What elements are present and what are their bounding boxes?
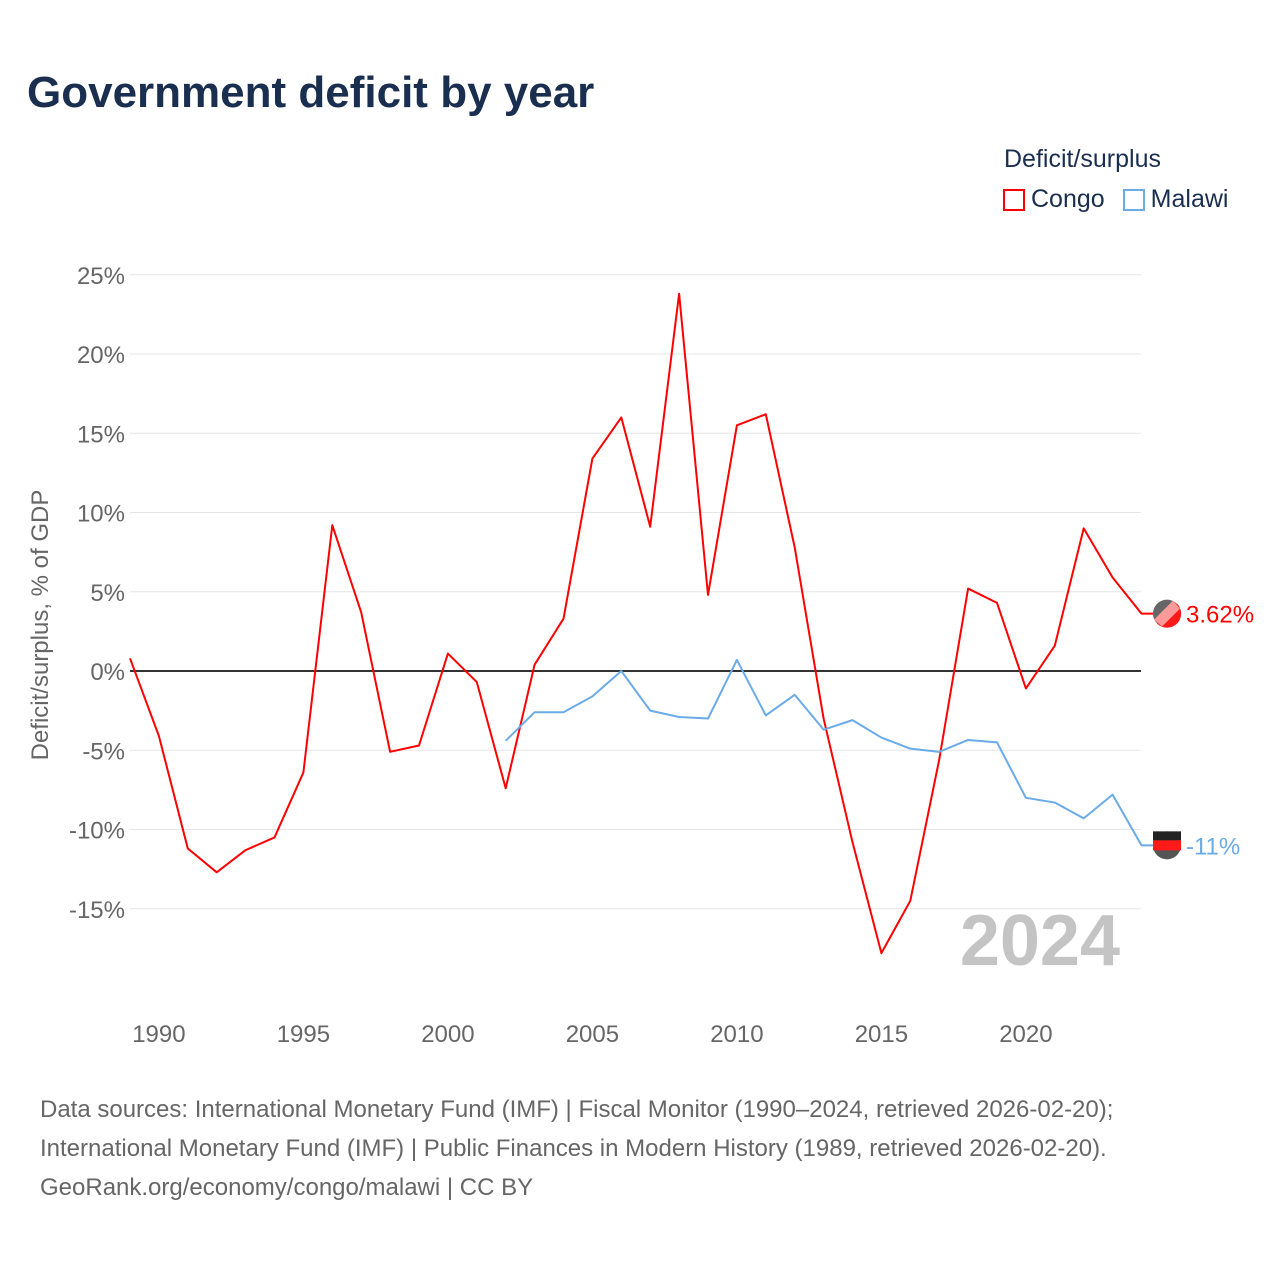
y-tick-label: 0% bbox=[90, 659, 125, 686]
y-tick-label: 15% bbox=[77, 421, 125, 448]
x-tick-label: 2015 bbox=[855, 1021, 908, 1048]
source-line-1: Data sources: International Monetary Fun… bbox=[40, 1096, 1114, 1123]
legend-title: Deficit/surplus bbox=[1004, 145, 1161, 173]
legend-item-malawi[interactable]: Malawi bbox=[1122, 185, 1229, 214]
source-line-3[interactable]: GeoRank.org/economy/congo/malawi | CC BY bbox=[40, 1174, 534, 1201]
series-line-congo bbox=[129, 292, 1153, 955]
chart-title: Government deficit by year bbox=[27, 68, 595, 117]
x-tick-label: 1990 bbox=[132, 1021, 185, 1048]
malawi-flag-black bbox=[1153, 831, 1181, 841]
y-tick-label: -5% bbox=[82, 738, 125, 765]
end-label-congo: 3.62% bbox=[1186, 602, 1254, 629]
x-tick-label: 2000 bbox=[421, 1021, 474, 1048]
y-tick-label: -10% bbox=[69, 818, 125, 845]
x-tick-label: 2005 bbox=[566, 1021, 619, 1048]
legend-item-congo[interactable]: Congo bbox=[1003, 185, 1105, 214]
y-tick-label: -15% bbox=[69, 897, 125, 924]
y-tick-label: 5% bbox=[90, 580, 125, 607]
y-tick-label: 20% bbox=[77, 342, 125, 369]
series-line-malawi bbox=[504, 658, 1153, 847]
legend-label-congo: Congo bbox=[1031, 185, 1105, 213]
y-tick-label: 10% bbox=[77, 501, 125, 528]
legend-swatch-congo bbox=[1003, 188, 1025, 211]
y-tick-label: 25% bbox=[77, 263, 125, 290]
y-axis-label: Deficit/surplus, % of GDP bbox=[27, 490, 54, 761]
malawi-flag-red bbox=[1153, 840, 1181, 851]
year-label: 2024 bbox=[960, 901, 1120, 981]
x-tick-label: 2020 bbox=[999, 1021, 1052, 1048]
x-tick-label: 2010 bbox=[710, 1021, 763, 1048]
legend-swatch-malawi bbox=[1122, 188, 1145, 211]
end-label-malawi: -11% bbox=[1186, 833, 1240, 860]
source-line-2: International Monetary Fund (IMF) | Publ… bbox=[40, 1135, 1107, 1162]
congo-flag-stripe bbox=[1154, 600, 1180, 627]
legend: Congo Malawi bbox=[1003, 185, 1228, 214]
x-tick-label: 1995 bbox=[277, 1021, 330, 1048]
legend-label-malawi: Malawi bbox=[1150, 185, 1229, 213]
source-note: Data sources: International Monetary Fun… bbox=[40, 1090, 1113, 1207]
